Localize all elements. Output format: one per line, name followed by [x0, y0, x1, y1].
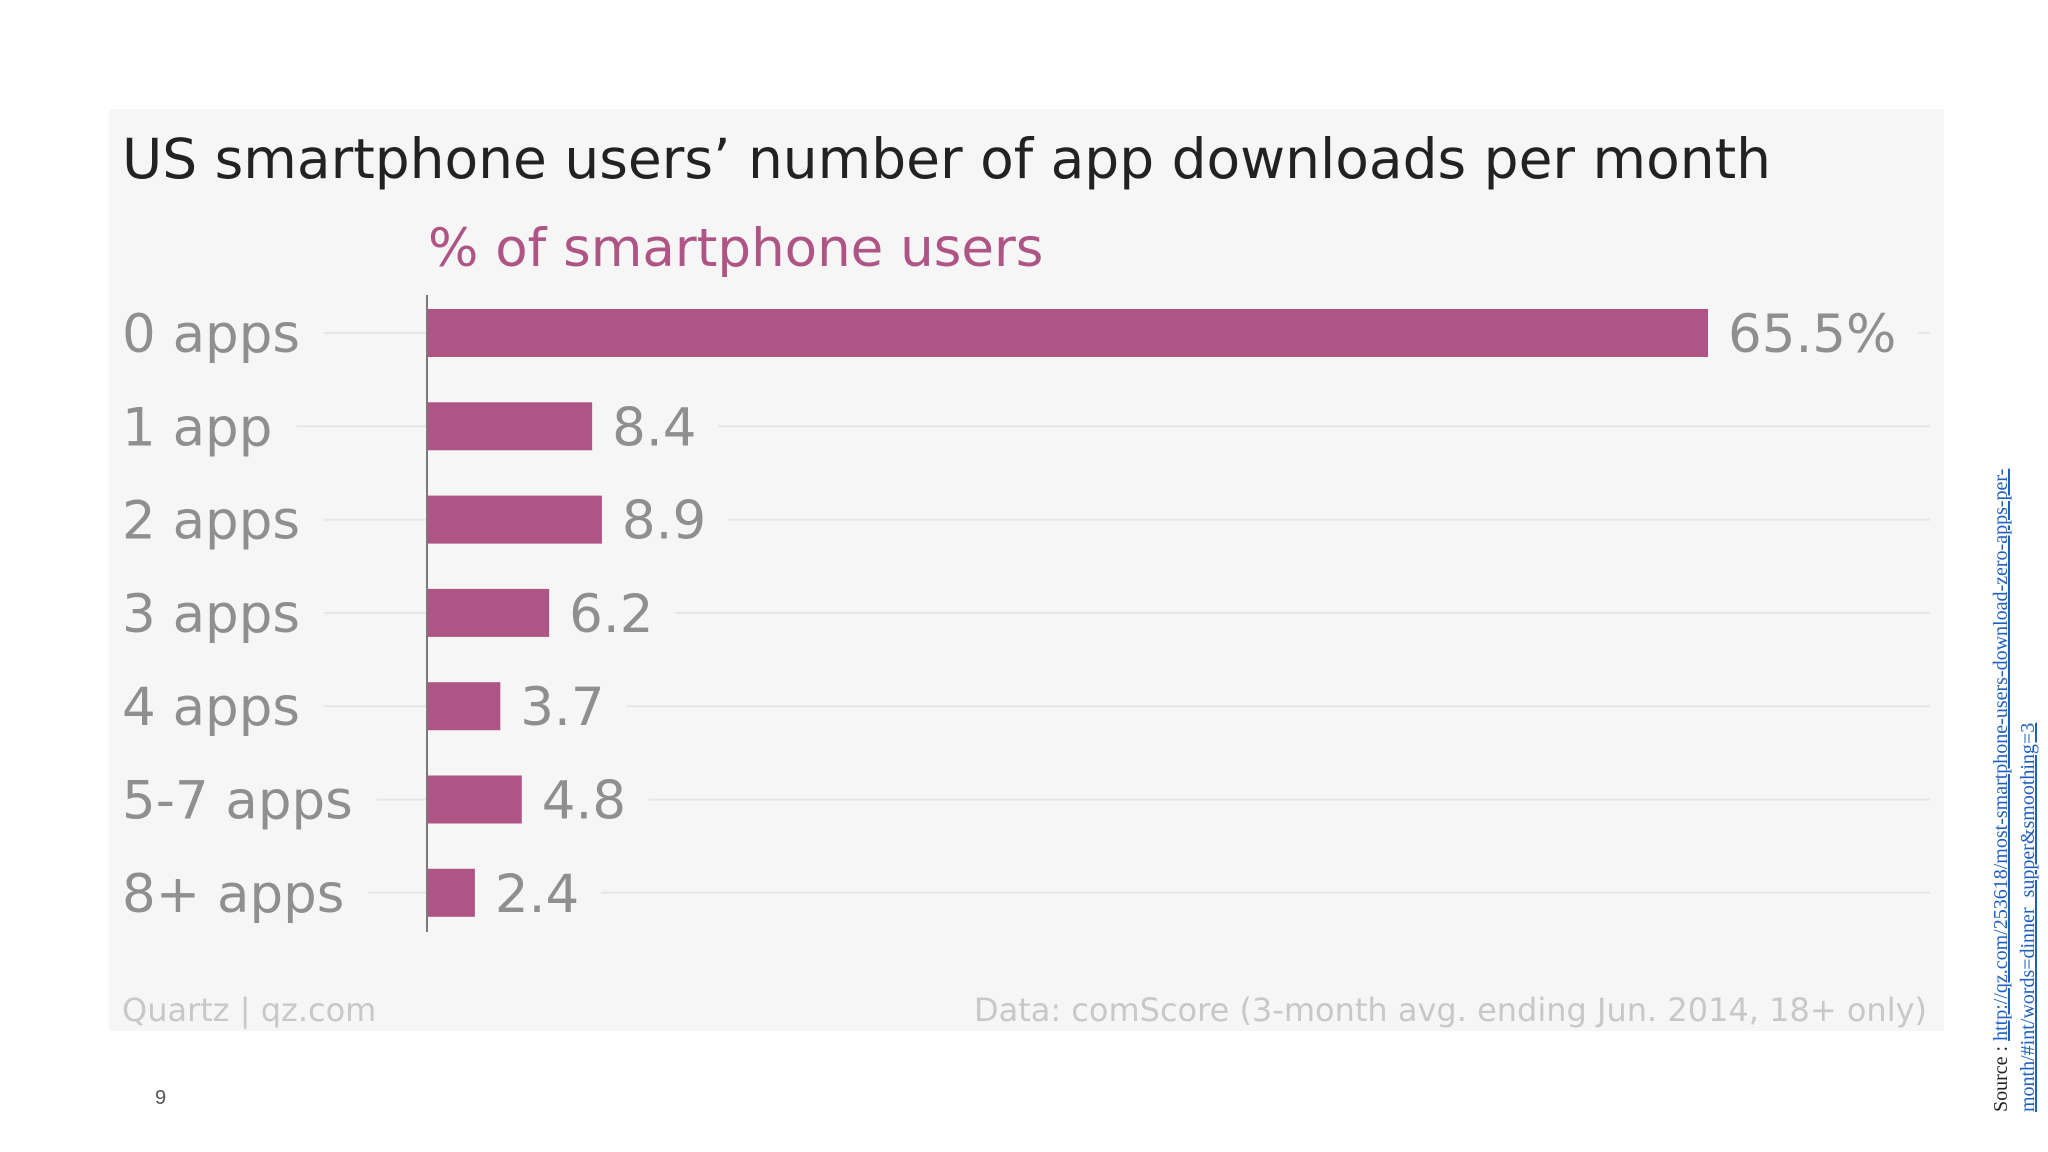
bar: [428, 309, 1708, 357]
category-label: 5-7 apps: [122, 771, 353, 832]
category-label: 2 apps: [122, 491, 300, 552]
value-label: 3.7: [520, 677, 604, 738]
gridlines: [296, 332, 1930, 894]
source-note: Source : http://qz.com/253618/most-smart…: [1988, 372, 2042, 1112]
bar: [428, 495, 602, 544]
data-source: Data: comScore (3-month avg. ending Jun.…: [974, 991, 1927, 1029]
value-label: 65.5%: [1728, 304, 1896, 365]
units-label: % of smartphone users: [428, 218, 1043, 279]
labels: 0 apps 65.5% 1 app 8.4 2 apps 8.9 3 apps 6.2 4 a…: [122, 304, 1896, 925]
bar: [428, 682, 501, 731]
source-prefix: Source :: [1990, 1040, 2012, 1112]
value-label: 8.4: [612, 397, 696, 458]
bars: [428, 309, 1708, 917]
page-number: 9: [155, 1087, 167, 1109]
source-link[interactable]: http://qz.com/253618/most-smartphone-use…: [1990, 468, 2039, 1112]
bar: [428, 588, 550, 637]
category-label: 8+ apps: [122, 864, 344, 925]
category-label: 0 apps: [122, 304, 300, 365]
value-label: 8.9: [622, 491, 706, 552]
value-label: 4.8: [542, 771, 626, 832]
category-label: 4 apps: [122, 677, 300, 738]
chart-title: US smartphone users’ number of app downl…: [122, 127, 1771, 191]
value-label: 2.4: [495, 864, 579, 925]
chart-card: [109, 109, 1944, 1031]
chart-credit: Quartz | qz.com: [122, 991, 376, 1029]
category-label: 3 apps: [122, 584, 300, 645]
bar: [428, 775, 522, 824]
value-label: 6.2: [569, 584, 653, 645]
bar: [428, 402, 593, 451]
bar: [428, 868, 475, 917]
category-label: 1 app: [122, 397, 272, 458]
